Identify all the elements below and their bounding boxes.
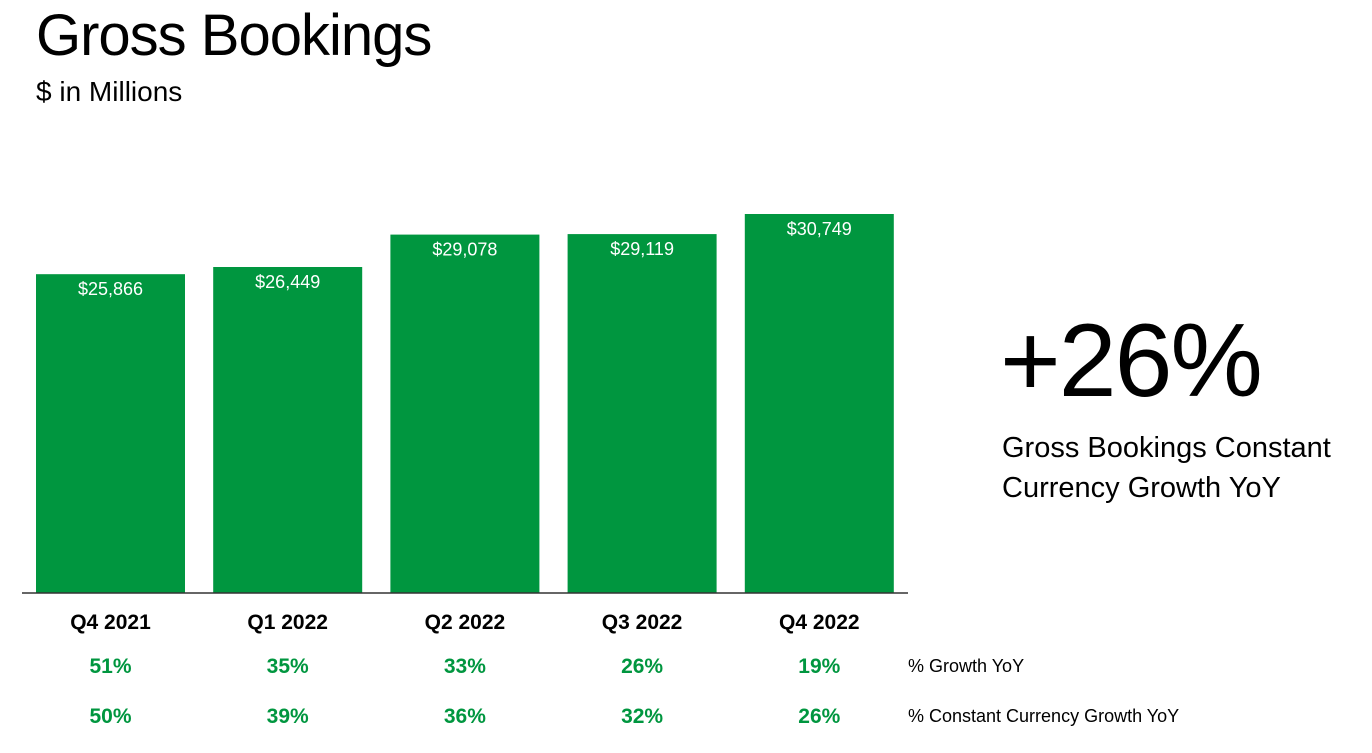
row-value: 50% (89, 705, 131, 728)
highlight-caption-line1: Gross Bookings Constant (1002, 432, 1331, 464)
bar-value-label: $26,449 (255, 272, 320, 292)
row-label: % Constant Currency Growth YoY (908, 706, 1179, 726)
chart-title: Gross Bookings (36, 3, 432, 68)
bar-value-label: $29,078 (432, 240, 497, 260)
row-value: 35% (267, 655, 309, 678)
row-value: 32% (621, 705, 663, 728)
chart-subtitle: $ in Millions (36, 76, 183, 107)
bar-q4-2022 (744, 214, 894, 593)
row-value: 51% (89, 655, 131, 678)
highlight-value: +26% (1000, 303, 1263, 419)
bars-group (36, 214, 894, 594)
category-label: Q4 2022 (779, 611, 860, 634)
row-value: 26% (798, 705, 840, 728)
bar-value-label: $30,749 (787, 219, 852, 239)
bar-q1-2022 (213, 267, 363, 593)
bar-q3-2022 (567, 234, 717, 593)
row-value: 26% (621, 655, 663, 678)
bar-q4-2021 (36, 274, 185, 593)
row-value: 36% (444, 705, 486, 728)
highlight-caption-line2: Currency Growth YoY (1002, 472, 1281, 504)
bar-q2-2022 (390, 234, 540, 594)
row-value: 19% (798, 655, 840, 678)
category-label: Q3 2022 (602, 611, 683, 634)
row-value: 39% (267, 705, 309, 728)
row-label: % Growth YoY (908, 656, 1024, 676)
labels-group: $25,866 Q4 2021 $26,449 Q1 2022 $29,078 Q2 20… (70, 219, 1179, 728)
row-value: 33% (444, 655, 486, 678)
category-label: Q4 2021 (70, 611, 151, 634)
highlight-caption: Gross Bookings Constant Currency Growth … (1002, 428, 1372, 508)
bar-value-label: $25,866 (78, 279, 143, 299)
category-label: Q2 2022 (425, 611, 506, 634)
bar-value-label: $29,119 (610, 239, 674, 259)
category-label: Q1 2022 (247, 611, 328, 634)
